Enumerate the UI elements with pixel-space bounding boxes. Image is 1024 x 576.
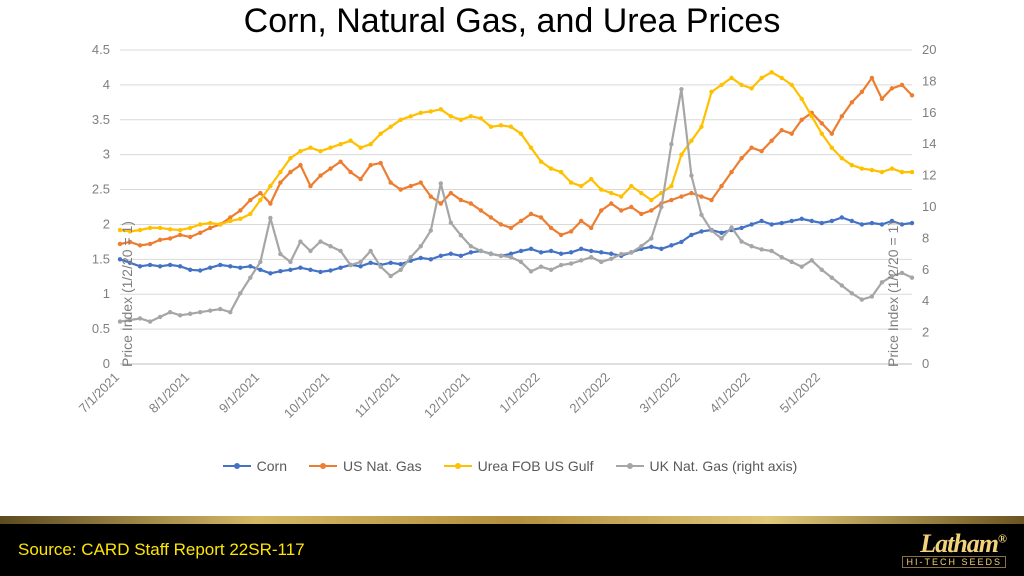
chart-svg: 0 0.5 1 1.5 2 2.5 3 3.5 4 4.5 0 2 4 6 8 10 12 14 16 18 20 7/1… bbox=[40, 44, 980, 474]
svg-text:9/1/2021: 9/1/2021 bbox=[216, 370, 262, 416]
svg-text:8: 8 bbox=[922, 230, 929, 245]
legend-swatch bbox=[616, 465, 644, 467]
legend-label: Corn bbox=[257, 458, 287, 474]
slide: Corn, Natural Gas, and Urea Prices Price… bbox=[0, 0, 1024, 576]
page-title: Corn, Natural Gas, and Urea Prices bbox=[0, 2, 1024, 41]
legend-label: US Nat. Gas bbox=[343, 458, 422, 474]
svg-text:0.5: 0.5 bbox=[92, 321, 110, 336]
svg-text:3/1/2022: 3/1/2022 bbox=[636, 370, 682, 416]
left-axis-label: Price Index (1/2/20 = 1) bbox=[119, 221, 135, 367]
legend: Corn US Nat. Gas Urea FOB US Gulf UK Nat. G… bbox=[40, 458, 980, 474]
legend-item: Urea FOB US Gulf bbox=[444, 458, 594, 474]
svg-text:1.5: 1.5 bbox=[92, 251, 110, 266]
svg-text:2: 2 bbox=[103, 216, 110, 231]
svg-text:4/1/2022: 4/1/2022 bbox=[707, 370, 753, 416]
logo-main: Latham® bbox=[920, 532, 1006, 555]
right-axis-label: Price Index (1/2/20 = 1) bbox=[885, 221, 901, 367]
svg-text:8/1/2021: 8/1/2021 bbox=[146, 370, 192, 416]
svg-text:1/1/2022: 1/1/2022 bbox=[496, 370, 542, 416]
legend-swatch bbox=[309, 465, 337, 467]
svg-text:3.5: 3.5 bbox=[92, 112, 110, 127]
svg-text:11/1/2021: 11/1/2021 bbox=[352, 370, 403, 421]
legend-label: UK Nat. Gas (right axis) bbox=[650, 458, 798, 474]
legend-swatch bbox=[444, 465, 472, 467]
svg-text:6: 6 bbox=[922, 262, 929, 277]
chart: Price Index (1/2/20 = 1) Price Index (1/… bbox=[40, 44, 980, 474]
svg-text:20: 20 bbox=[922, 44, 936, 57]
svg-text:12: 12 bbox=[922, 168, 936, 183]
svg-text:3: 3 bbox=[103, 147, 110, 162]
svg-text:0: 0 bbox=[922, 356, 929, 371]
footer: Source: CARD Staff Report 22SR-117 Latha… bbox=[0, 524, 1024, 576]
logo-sub: HI-TECH SEEDS bbox=[902, 556, 1006, 568]
svg-text:7/1/2021: 7/1/2021 bbox=[76, 370, 122, 416]
svg-text:10/1/2021: 10/1/2021 bbox=[281, 370, 333, 422]
legend-label: Urea FOB US Gulf bbox=[478, 458, 594, 474]
svg-text:14: 14 bbox=[922, 136, 936, 151]
svg-text:1: 1 bbox=[103, 286, 110, 301]
logo-text: Latham bbox=[920, 529, 998, 558]
svg-text:4.5: 4.5 bbox=[92, 44, 110, 57]
legend-item: Corn bbox=[223, 458, 287, 474]
legend-swatch bbox=[223, 465, 251, 467]
svg-text:4: 4 bbox=[922, 293, 929, 308]
svg-text:12/1/2021: 12/1/2021 bbox=[421, 370, 473, 422]
svg-text:2/1/2022: 2/1/2022 bbox=[566, 370, 612, 416]
logo: Latham® HI-TECH SEEDS bbox=[902, 532, 1006, 568]
svg-text:0: 0 bbox=[103, 356, 110, 371]
svg-text:2.5: 2.5 bbox=[92, 182, 110, 197]
legend-item: US Nat. Gas bbox=[309, 458, 422, 474]
logo-reg: ® bbox=[998, 531, 1006, 545]
svg-text:5/1/2022: 5/1/2022 bbox=[777, 370, 823, 416]
source-text: Source: CARD Staff Report 22SR-117 bbox=[18, 540, 305, 560]
svg-text:18: 18 bbox=[922, 73, 936, 88]
footer-accent bbox=[0, 516, 1024, 524]
svg-text:2: 2 bbox=[922, 325, 929, 340]
svg-text:10: 10 bbox=[922, 199, 936, 214]
svg-text:16: 16 bbox=[922, 105, 936, 120]
legend-item: UK Nat. Gas (right axis) bbox=[616, 458, 798, 474]
svg-text:4: 4 bbox=[103, 77, 110, 92]
